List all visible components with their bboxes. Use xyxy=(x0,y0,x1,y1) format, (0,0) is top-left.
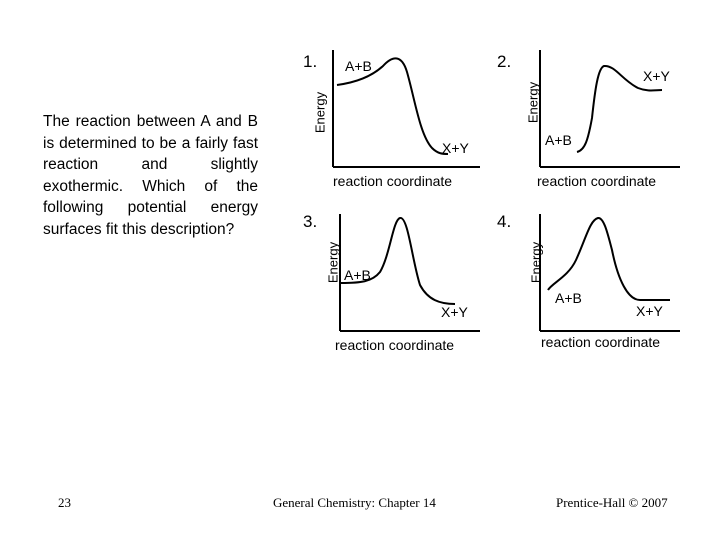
diagram-1-reactants-label: A+B xyxy=(345,58,372,74)
diagram-2-axes xyxy=(539,50,680,168)
diagram-1-products-label: X+Y xyxy=(442,140,469,156)
diagram-2-curve xyxy=(576,65,663,153)
diagram-4-curve xyxy=(547,217,670,302)
diagram-2-number: 2. xyxy=(497,52,512,71)
diagram-4-products-label: X+Y xyxy=(636,303,663,319)
diagram-3-axes xyxy=(339,214,480,332)
diagram-2-x-label: reaction coordinate xyxy=(537,173,657,189)
diagram-1-number: 1. xyxy=(303,52,318,71)
diagram-3-y-label: Energy xyxy=(325,241,341,284)
diagram-4-y-label: Energy xyxy=(528,241,544,284)
diagram-2-products-label: X+Y xyxy=(643,68,670,84)
question-text: The reaction between A and B is determin… xyxy=(43,113,258,238)
diagram-3-curve xyxy=(340,217,456,305)
diagram-2-y-label: Energy xyxy=(525,81,541,124)
diagram-1-y-label: Energy xyxy=(312,91,328,134)
diagram-3-products-label: X+Y xyxy=(441,304,468,320)
diagram-1-curve xyxy=(336,57,449,155)
diagram-4-number: 4. xyxy=(497,212,512,231)
diagram-4-axes xyxy=(539,214,680,332)
diagram-3-number: 3. xyxy=(303,212,318,231)
page-number: 23 xyxy=(58,495,71,510)
diagram-2-reactants-label: A+B xyxy=(545,132,572,148)
diagram-3-x-label: reaction coordinate xyxy=(335,337,455,353)
diagram-4-reactants-label: A+B xyxy=(555,290,582,306)
course-title: General Chemistry: Chapter 14 xyxy=(273,495,436,510)
diagram-1-axes xyxy=(332,50,480,168)
diagram-4-x-label: reaction coordinate xyxy=(541,334,661,350)
diagram-3-reactants-label: A+B xyxy=(344,267,371,283)
diagram-1-x-label: reaction coordinate xyxy=(333,173,453,189)
copyright-notice: Prentice-Hall © 2007 xyxy=(556,495,668,510)
